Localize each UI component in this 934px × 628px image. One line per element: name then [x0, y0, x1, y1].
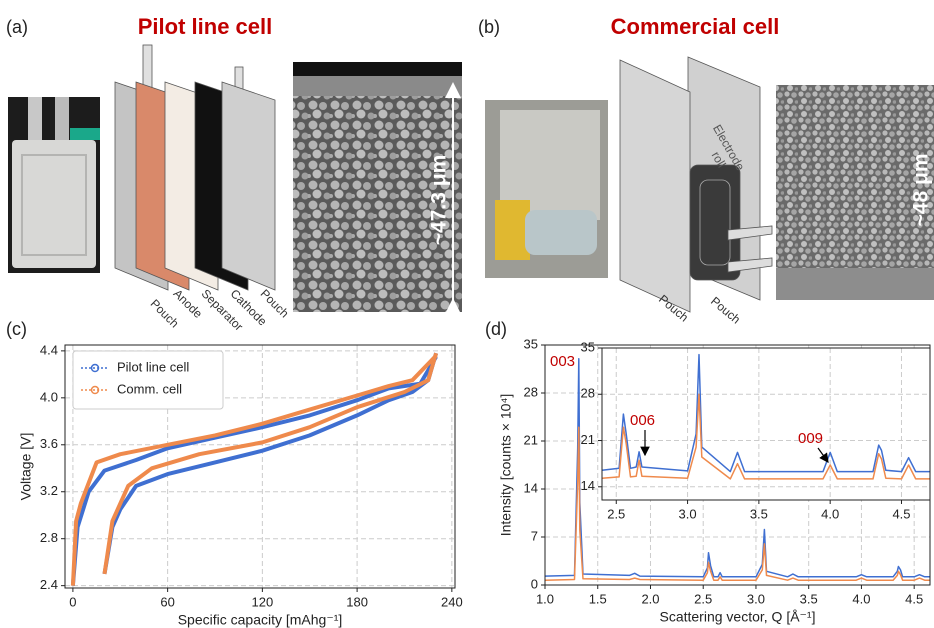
layer-stack	[114, 44, 276, 291]
y-tick-label: 14	[581, 478, 595, 493]
y-tick-label: 4.0	[40, 389, 58, 404]
x-tick-label: 1.0	[536, 591, 554, 606]
y-tick-label: 28	[581, 386, 595, 401]
data-line	[102, 352, 439, 575]
thickness-label: ~47.3 μm	[428, 155, 451, 246]
data-line	[70, 355, 438, 586]
x-tick-label: 2.5	[694, 591, 712, 606]
x-axis-label: Specific capacity [mAhg⁻¹]	[178, 612, 343, 628]
y-tick-label: 28	[524, 384, 538, 399]
y-tick-label: 14	[524, 480, 538, 495]
x-tick-label: 4.5	[892, 506, 910, 521]
panel-label: (c)	[6, 319, 27, 339]
x-tick-label: 3.5	[800, 591, 818, 606]
data-line	[70, 354, 438, 586]
legend: Pilot line cell Comm. cell	[72, 350, 224, 410]
y-tick-label: 3.6	[40, 436, 58, 451]
y-tick-label: 35	[524, 336, 538, 351]
annotation: 003	[550, 353, 575, 370]
x-tick-label: 2.0	[641, 591, 659, 606]
data-line	[601, 393, 930, 480]
data-line	[102, 352, 439, 575]
x-tick-label: 240	[441, 594, 463, 609]
x-tick-label: 60	[160, 594, 174, 609]
x-tick-label: 1.5	[589, 591, 607, 606]
legend-marker	[90, 363, 100, 373]
x-tick-label: 120	[252, 594, 274, 609]
annotation: 006	[630, 412, 655, 429]
y-tick-label: 4.4	[40, 342, 58, 357]
thickness-label: ~48 μm	[910, 154, 933, 227]
sem-image	[776, 85, 934, 300]
roll-label: roll	[709, 149, 729, 170]
panel-label: (d)	[485, 319, 507, 339]
sem-image	[293, 62, 462, 314]
panel-title: Pilot line cell	[138, 14, 272, 39]
y-tick-label: 35	[581, 339, 595, 354]
x-tick-label: 4.0	[821, 506, 839, 521]
y-axis-label: Intensity [counts × 10⁴]	[498, 394, 514, 537]
y-tick-label: 2.4	[40, 577, 58, 592]
legend-marker	[90, 385, 100, 395]
annotation-arrow	[817, 447, 829, 463]
x-tick-label: 2.5	[607, 506, 625, 521]
x-tick-label: 4.0	[852, 591, 870, 606]
data-line	[544, 357, 930, 578]
x-axis-label: Scattering vector, Q [Å⁻¹]	[659, 609, 815, 625]
data-line	[544, 426, 930, 581]
annotation: 009	[798, 430, 823, 447]
layer-label: Pouch	[708, 294, 743, 327]
y-axis-label: Voltage [V]	[18, 433, 34, 501]
x-tick-label: 0	[69, 594, 76, 609]
cell-photo	[485, 100, 608, 278]
x-tick-label: 4.5	[905, 591, 923, 606]
y-tick-label: 21	[524, 432, 538, 447]
y-tick-label: 21	[581, 432, 595, 447]
y-tick-label: 7	[531, 528, 538, 543]
x-tick-label: 180	[346, 594, 368, 609]
y-tick-label: 0	[531, 576, 538, 591]
frame-border	[64, 344, 456, 589]
panel-label: (b)	[478, 17, 500, 37]
panel-title: Commercial cell	[611, 14, 780, 39]
y-tick-label: 2.8	[40, 530, 58, 545]
x-tick-label: 3.0	[679, 506, 697, 521]
cell-photo	[8, 97, 100, 273]
x-tick-label: 3.5	[750, 506, 768, 521]
legend-box	[72, 350, 224, 410]
panel-label: (a)	[6, 17, 28, 37]
pouch-diagram	[619, 56, 773, 313]
x-tick-label: 3.0	[747, 591, 765, 606]
y-tick-label: 3.2	[40, 483, 58, 498]
data-line	[601, 353, 930, 473]
legend-label: Pilot line cell	[117, 359, 189, 374]
legend-label: Comm. cell	[117, 381, 182, 396]
frame-border	[601, 347, 931, 501]
